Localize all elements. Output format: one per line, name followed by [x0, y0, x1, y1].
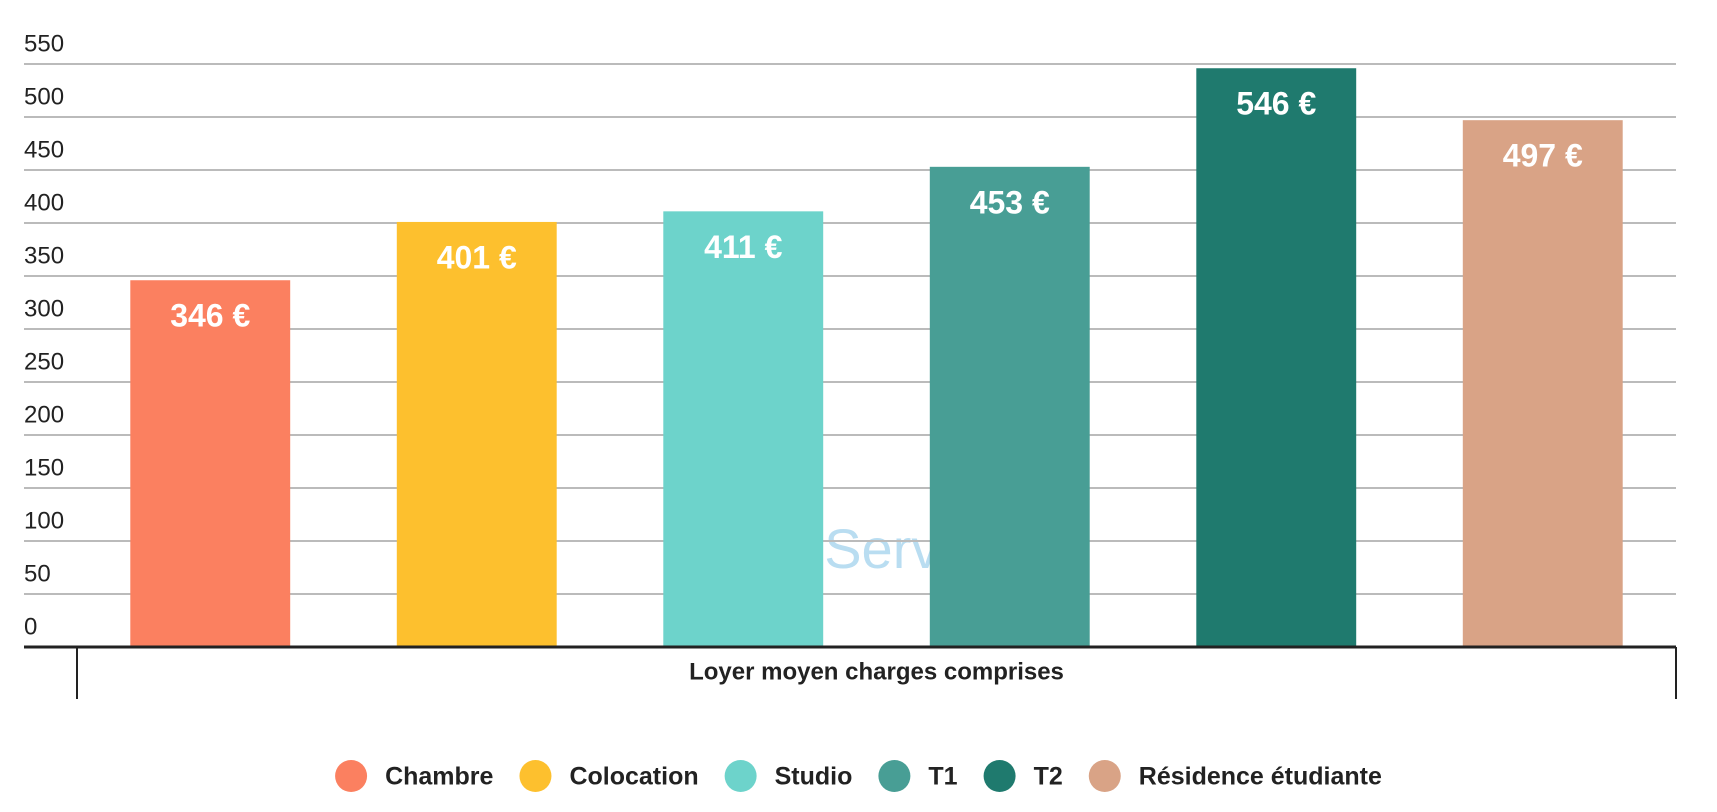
legend-label: T2: [1034, 763, 1063, 791]
legend-label: Studio: [775, 763, 853, 791]
legend-label: Résidence étudiante: [1139, 763, 1382, 791]
y-tick-label: 0: [24, 613, 37, 640]
legend-marker: [519, 760, 552, 792]
bar: [396, 221, 557, 647]
value-label: 411 €: [704, 229, 783, 265]
y-tick-label: 400: [24, 189, 64, 216]
x-tick-label: Loyer moyen charges comprises: [689, 658, 1064, 685]
value-label: 401 €: [437, 239, 517, 275]
value-label: 497 €: [1503, 138, 1583, 174]
legend-marker: [335, 760, 368, 792]
y-tick-label: 150: [24, 454, 64, 481]
y-tick-label: 550: [24, 30, 64, 57]
y-tick-label: 500: [24, 83, 64, 110]
y-tick-label: 350: [24, 242, 64, 269]
legend-marker: [724, 760, 757, 792]
legend-label: Colocation: [569, 763, 698, 791]
legend-marker: [1088, 760, 1121, 792]
y-tick-label: 450: [24, 136, 64, 163]
bar: [663, 211, 824, 647]
legend-marker: [983, 760, 1016, 792]
y-tick-label: 300: [24, 295, 64, 322]
bar: [1462, 120, 1623, 648]
legend-label: T1: [928, 763, 957, 791]
bar: [929, 166, 1090, 647]
y-tick-label: 100: [24, 507, 64, 534]
value-label: 346 €: [170, 298, 250, 334]
bar: [1196, 68, 1357, 648]
value-label: 546 €: [1236, 86, 1316, 122]
bar: [130, 280, 291, 647]
y-tick-label: 200: [24, 401, 64, 428]
y-tick-label: 250: [24, 348, 64, 375]
legend-marker: [878, 760, 911, 792]
legend-label: Chambre: [385, 763, 493, 791]
y-tick-label: 50: [24, 560, 51, 587]
value-label: 453 €: [970, 184, 1050, 220]
